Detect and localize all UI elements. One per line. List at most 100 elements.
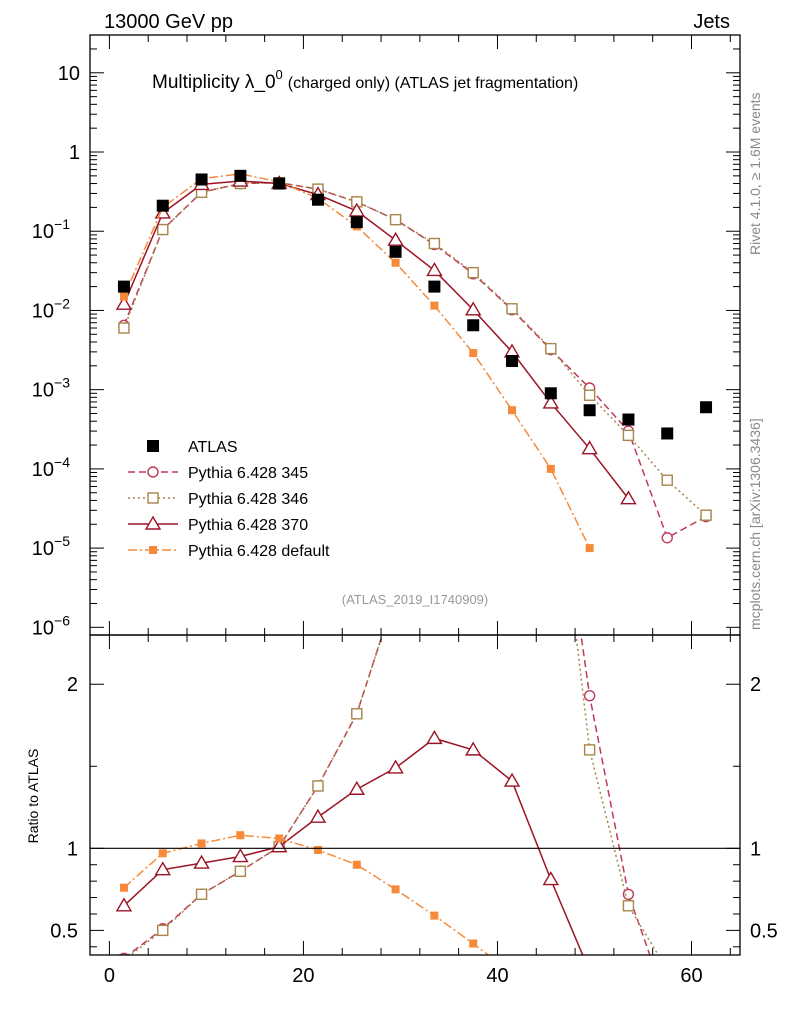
y-tick-label: 10	[58, 63, 80, 85]
ratio-point	[583, 964, 597, 976]
series-point	[542, 394, 560, 409]
ratio-point	[583, 690, 596, 702]
ratio-tick-label-right: 1	[750, 838, 761, 860]
legend-marker	[149, 546, 157, 554]
analysis-watermark: (ATLAS_2019_I1740909)	[342, 592, 488, 607]
x-tick-label: 60	[680, 965, 702, 987]
y-tick-label: 10−2	[32, 295, 70, 322]
x-tick-label: 0	[104, 965, 115, 987]
ratio-point	[309, 808, 327, 823]
atlas-point	[622, 413, 635, 426]
legend-marker	[147, 466, 159, 478]
ratio-point	[426, 729, 443, 745]
ratio-point	[547, 990, 555, 998]
series-point	[115, 295, 133, 310]
ratio-data-layer	[115, 285, 711, 1013]
atlas-point	[661, 427, 674, 440]
series-point	[469, 349, 478, 358]
header-process: Jets	[693, 11, 730, 33]
ratio-point	[508, 969, 516, 977]
ratio-point	[154, 861, 171, 876]
ratio-point	[464, 741, 482, 756]
atlas-point	[195, 173, 208, 186]
ratio-point	[348, 780, 366, 795]
series-point	[426, 262, 443, 277]
atlas-point	[467, 319, 480, 332]
atlas-point	[273, 177, 286, 190]
series-point	[583, 389, 596, 401]
ratio-plot-area: 0 20 40 60 0.5 0.5 1 1 2 2	[50, 285, 778, 1013]
series-point	[118, 322, 130, 334]
series-point	[546, 464, 555, 473]
atlas-point	[234, 169, 247, 182]
legend-marker	[147, 440, 159, 452]
mcplots-label: mcplots.cern.ch [arXiv:1306.3436]	[747, 418, 763, 630]
ratio-point	[662, 999, 672, 1009]
ratio-point	[391, 885, 400, 894]
series-point	[464, 301, 482, 316]
series-point	[661, 474, 673, 486]
legend-label: Pythia 6.428 default	[188, 543, 330, 560]
y-tick-label: 10−1	[32, 216, 70, 243]
ratio-point	[507, 285, 517, 295]
ratio-point	[546, 417, 556, 427]
atlas-point	[350, 216, 363, 229]
legend-label: Pythia 6.428 370	[188, 517, 308, 534]
ratio-frame	[89, 634, 741, 956]
y-tick-label: 10−5	[32, 533, 70, 560]
ratio-point	[507, 285, 517, 295]
series-point	[467, 266, 479, 279]
series-point	[430, 301, 439, 310]
ratio-point	[701, 1001, 711, 1011]
atlas-point	[428, 280, 441, 293]
plot-title: Multiplicity λ_00(charged only) (ATLAS j…	[152, 67, 578, 93]
ratio-ylabel: Ratio to ATLAS	[25, 749, 41, 844]
ratio-point	[232, 848, 249, 863]
ratio-line	[127, 635, 651, 955]
y-tick-label: 1	[69, 142, 80, 164]
ratio-point	[115, 897, 133, 912]
series-point	[157, 223, 169, 236]
ratio-point	[622, 900, 635, 912]
ratio-point	[503, 772, 521, 787]
ratio-point	[236, 831, 245, 840]
ratio-point	[586, 1005, 594, 1013]
ratio-point	[197, 839, 206, 848]
ratio-point	[469, 939, 478, 948]
ratio-point	[275, 834, 284, 843]
series-point	[119, 292, 128, 301]
atlas-point	[117, 280, 130, 293]
ratio-point	[195, 888, 208, 900]
ratio-point	[583, 744, 596, 756]
legend-label: Pythia 6.428 345	[188, 465, 308, 482]
series-line	[123, 180, 630, 500]
header-energy: 13000 GeV pp	[104, 11, 233, 33]
ratio-tick-label: 2	[67, 674, 78, 696]
series-point	[585, 544, 594, 553]
ratio-point	[234, 865, 247, 878]
atlas-point	[700, 401, 713, 414]
atlas-point	[311, 193, 324, 206]
legend-marker	[147, 492, 159, 504]
ratio-point	[157, 924, 169, 937]
ratio-point	[621, 989, 635, 1001]
series-point	[428, 237, 441, 250]
ratio-point	[313, 845, 322, 854]
series-point	[661, 532, 673, 544]
ratio-tick-label-right: 2	[750, 674, 761, 696]
series-point	[391, 258, 400, 267]
ratio-point	[622, 888, 635, 900]
series-point	[389, 213, 402, 226]
legend: ATLAS Pythia 6.428 345 Pythia 6.428 346 Pyt…	[128, 439, 330, 560]
x-tick-label: 20	[292, 965, 314, 987]
atlas-point	[156, 199, 169, 212]
ratio-point	[662, 965, 672, 975]
main-data-layer	[115, 169, 713, 553]
atlas-point	[389, 245, 402, 258]
series-point	[620, 490, 637, 505]
legend-label: Pythia 6.428 346	[188, 491, 308, 508]
ratio-tick-label: 1	[67, 838, 78, 860]
ratio-tick-label: 0.5	[50, 920, 78, 942]
ratio-point	[118, 954, 130, 955]
